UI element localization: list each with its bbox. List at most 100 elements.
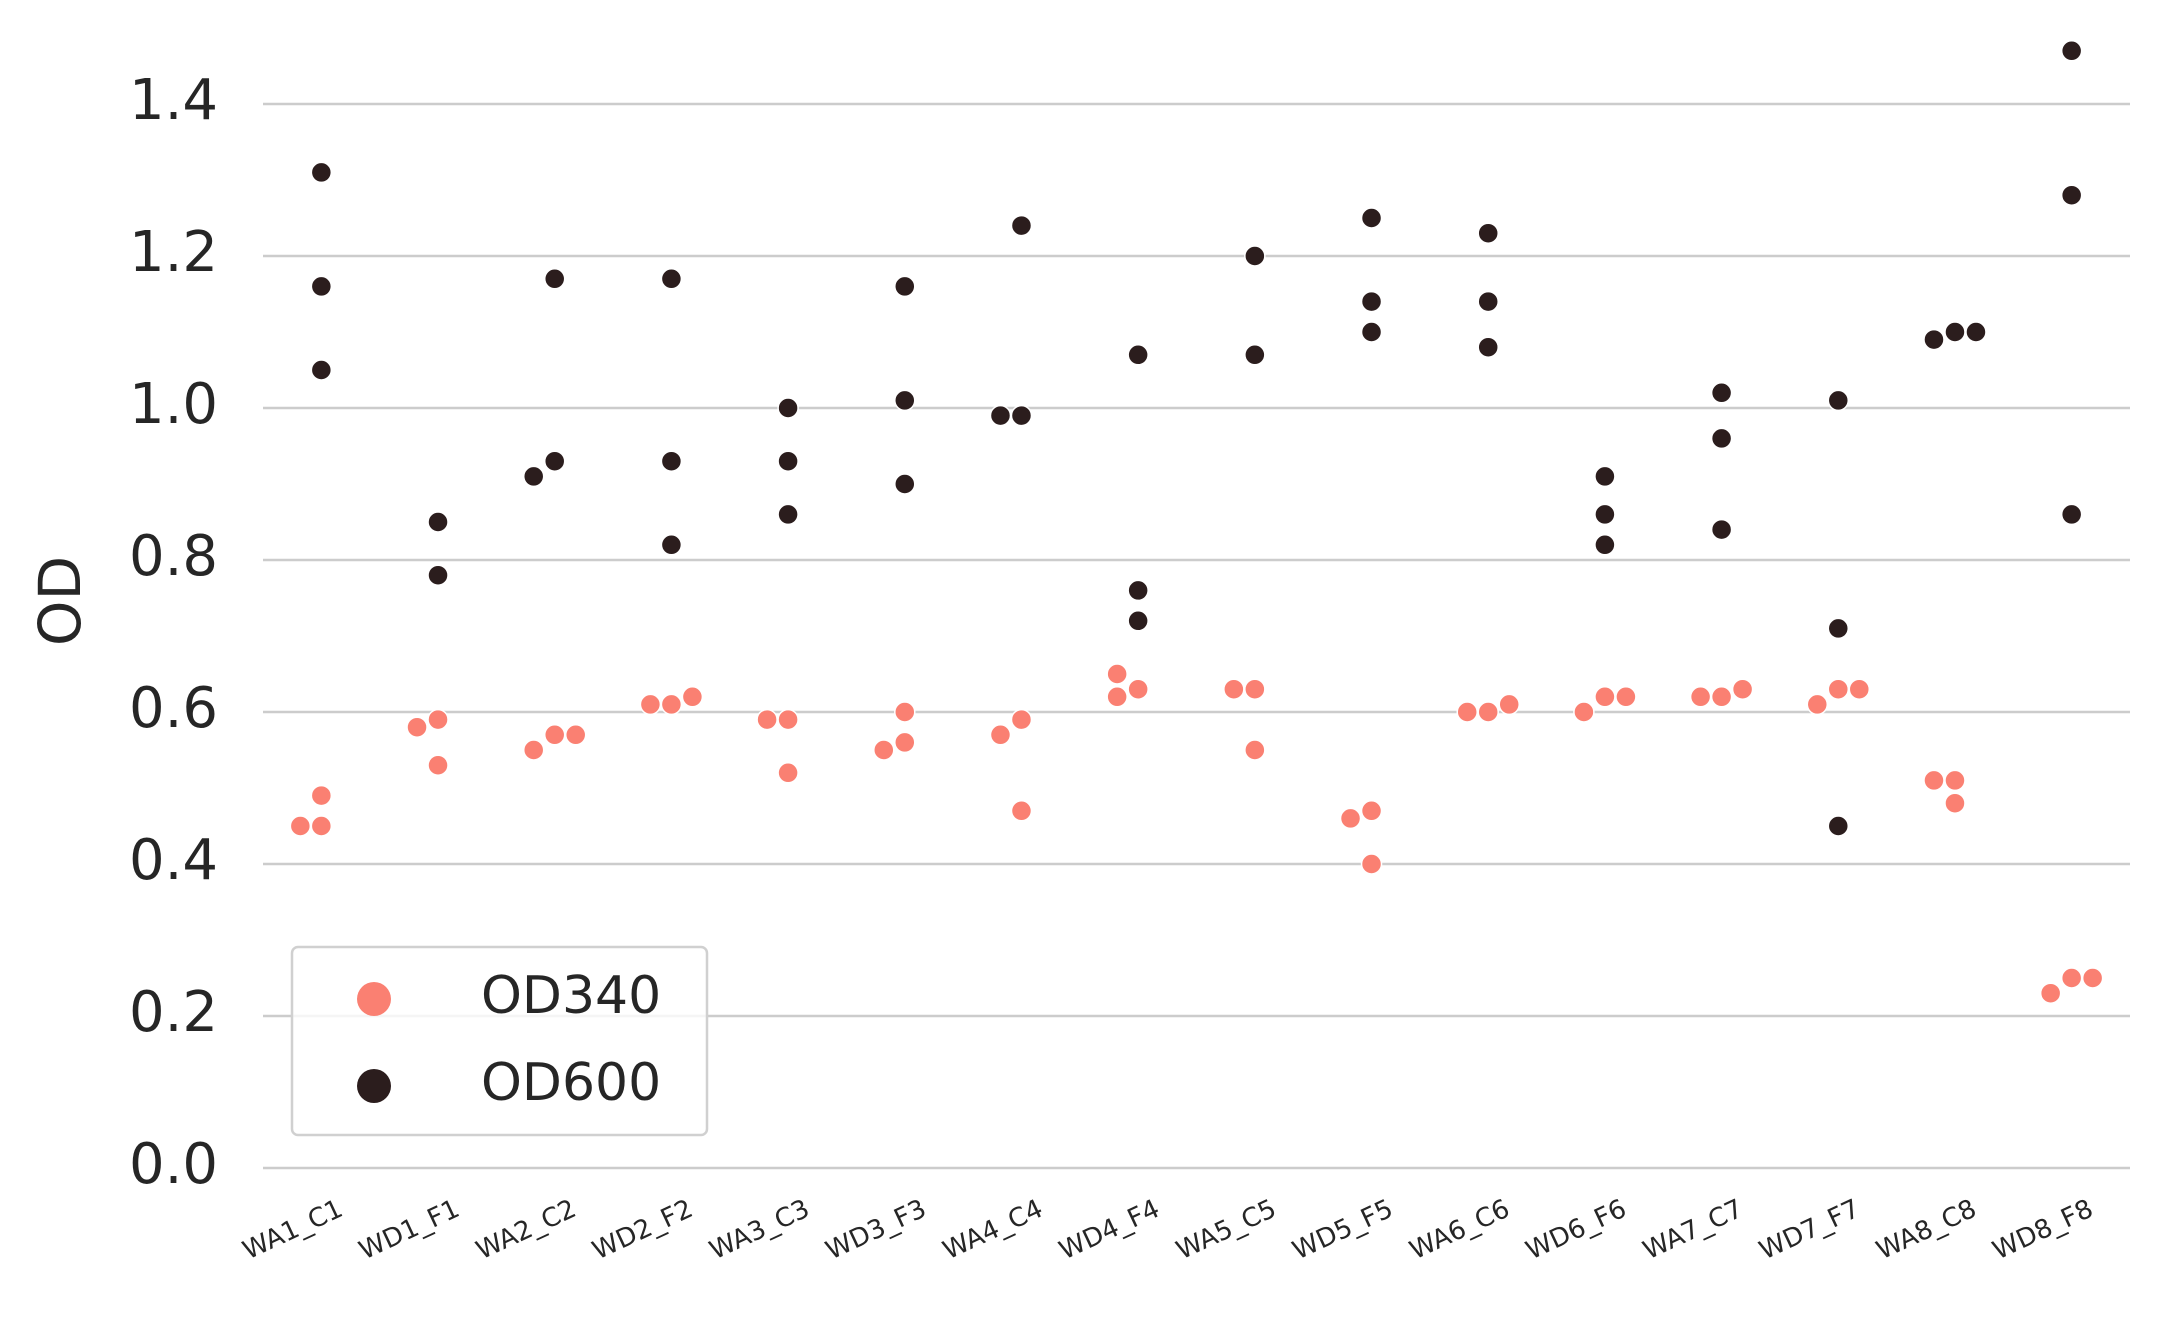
data-point (406, 716, 428, 738)
data-point (1010, 800, 1033, 822)
data-point (1244, 678, 1266, 700)
data-point (427, 564, 449, 586)
data-point (777, 397, 799, 419)
data-point (1573, 701, 1595, 723)
x-tick-label: WA6_C6 (1405, 1194, 1514, 1266)
data-point (2081, 967, 2104, 989)
data-point (1944, 769, 1966, 792)
data-point (1944, 792, 1966, 814)
data-point (1923, 328, 1945, 351)
y-tick-label: 0.0 (129, 1132, 218, 1197)
data-point (1244, 245, 1266, 267)
data-point (1010, 708, 1033, 731)
data-point (310, 784, 333, 807)
y-tick-label: 0.4 (129, 828, 218, 893)
data-point (1827, 389, 1850, 412)
data-point (660, 268, 683, 290)
data-point (1360, 207, 1383, 229)
data-point (1127, 678, 1149, 700)
data-point (989, 404, 1012, 427)
data-point (894, 473, 916, 495)
data-point (1477, 701, 1499, 723)
data-point (427, 511, 449, 533)
data-point (2060, 184, 2083, 206)
data-point (1710, 382, 1733, 404)
data-point (777, 450, 799, 472)
data-point (1827, 617, 1850, 640)
y-tick-label: 0.2 (129, 980, 218, 1045)
data-point (2060, 503, 2083, 526)
data-point (1498, 693, 1520, 716)
data-point (543, 268, 566, 290)
x-tick-label: WD4_F4 (1055, 1194, 1164, 1266)
data-point (1594, 503, 1616, 526)
data-point (1923, 769, 1945, 792)
data-point (1827, 678, 1850, 700)
data-point (1477, 290, 1499, 313)
data-point (1106, 686, 1128, 708)
x-tick-label: WA3_C3 (705, 1194, 814, 1266)
data-point (660, 450, 683, 472)
data-point (1127, 579, 1149, 602)
data-point (564, 724, 587, 746)
data-point (543, 450, 566, 472)
data-point (1244, 344, 1266, 366)
data-point (777, 503, 799, 526)
data-point (1127, 610, 1149, 632)
data-point (1127, 344, 1149, 366)
data-point (2060, 40, 2083, 62)
data-point (1360, 800, 1383, 822)
data-point (1848, 678, 1871, 700)
data-point (1710, 427, 1733, 450)
x-tick-label: WD5_F5 (1288, 1194, 1397, 1266)
y-tick-label: 1.4 (129, 68, 218, 133)
data-point (310, 359, 333, 381)
y-tick-label: 1.2 (129, 220, 218, 285)
data-point (1827, 815, 1850, 837)
y-tick-label: 0.8 (129, 524, 218, 589)
data-point (660, 693, 683, 716)
data-point (1944, 321, 1966, 343)
data-point (1477, 336, 1499, 358)
data-point (756, 708, 778, 731)
legend-label: OD340 (481, 966, 661, 1026)
data-point (1106, 663, 1128, 685)
data-point (1615, 686, 1637, 708)
data-point (427, 754, 449, 776)
data-point (873, 739, 895, 761)
data-point (427, 708, 449, 731)
data-point (1594, 686, 1616, 708)
data-point (681, 686, 704, 708)
x-tick-label: WA5_C5 (1172, 1194, 1281, 1266)
x-tick-label: WD1_F1 (355, 1194, 464, 1266)
x-tick-label: WD2_F2 (588, 1194, 697, 1266)
data-point (1244, 739, 1266, 761)
data-point (310, 161, 333, 184)
data-point (894, 701, 916, 723)
data-point (777, 708, 799, 731)
y-tick-label: 1.0 (129, 372, 218, 437)
legend-label: OD600 (481, 1053, 661, 1113)
data-point (1689, 686, 1712, 708)
data-point (777, 762, 799, 784)
data-point (894, 731, 916, 754)
data-point (1731, 678, 1754, 700)
data-point (1360, 290, 1383, 313)
data-point (522, 465, 545, 488)
data-point (1477, 222, 1499, 244)
data-point (522, 739, 545, 761)
data-point (1360, 853, 1383, 875)
data-point (310, 815, 333, 837)
data-point (894, 275, 916, 298)
data-point (2060, 967, 2083, 989)
data-point (1806, 693, 1829, 716)
data-point (289, 815, 312, 837)
data-point (1360, 321, 1383, 343)
x-tick-label: WA8_C8 (1872, 1194, 1981, 1266)
data-point (2039, 982, 2062, 1004)
data-point (1223, 678, 1245, 700)
data-point (1710, 686, 1733, 708)
x-tick-label: WD3_F3 (821, 1194, 930, 1266)
x-tick-label: WA4_C4 (939, 1194, 1048, 1266)
